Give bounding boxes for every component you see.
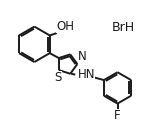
Text: OH: OH (56, 20, 74, 33)
Text: S: S (54, 71, 62, 84)
Text: HN: HN (78, 68, 95, 81)
Text: BrH: BrH (112, 21, 135, 34)
Text: F: F (114, 109, 121, 122)
Text: N: N (78, 50, 87, 63)
